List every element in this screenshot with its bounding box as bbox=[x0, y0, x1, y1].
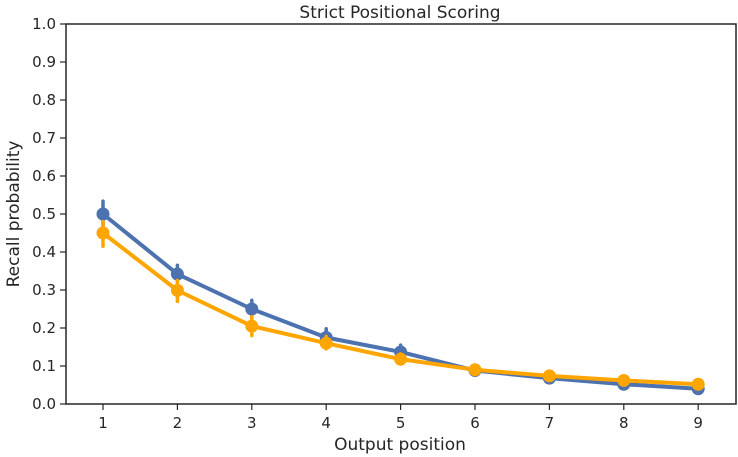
data-point bbox=[394, 352, 408, 366]
plot-frame bbox=[65, 23, 737, 405]
y-tick-label: 0.2 bbox=[32, 319, 56, 337]
y-tick-label: 0.1 bbox=[32, 357, 56, 375]
data-point bbox=[245, 302, 259, 316]
x-tick-label: 7 bbox=[545, 414, 555, 432]
data-point bbox=[96, 207, 110, 221]
data-point bbox=[170, 283, 184, 297]
y-tick-label: 0.7 bbox=[32, 129, 56, 147]
data-point bbox=[468, 363, 482, 377]
data-point bbox=[691, 377, 705, 391]
y-tick-label: 0.4 bbox=[32, 243, 56, 261]
x-axis-label: Output position bbox=[334, 435, 466, 455]
x-tick-label: 1 bbox=[98, 414, 108, 432]
y-tick-label: 1.0 bbox=[32, 15, 56, 33]
y-tick-label: 0.5 bbox=[32, 205, 56, 223]
x-tick-label: 3 bbox=[247, 414, 257, 432]
data-point bbox=[319, 336, 333, 350]
x-tick-label: 2 bbox=[173, 414, 183, 432]
x-tick-label: 9 bbox=[693, 414, 703, 432]
data-point bbox=[617, 373, 631, 387]
y-tick-label: 0.0 bbox=[32, 395, 56, 413]
data-point bbox=[170, 267, 184, 281]
data-point bbox=[96, 226, 110, 240]
y-axis: 0.0 0.1 0.2 0.3 0.4 0.5 0.6 0.7 0.8 0.9 1.0 bbox=[32, 15, 66, 413]
x-axis: 1 2 3 4 5 6 7 8 9 bbox=[98, 404, 703, 432]
plot-content bbox=[96, 199, 705, 396]
y-tick-label: 0.9 bbox=[32, 53, 56, 71]
y-tick-label: 0.6 bbox=[32, 167, 56, 185]
y-axis-label: Recall probability bbox=[4, 141, 24, 288]
y-tick-label: 0.3 bbox=[32, 281, 56, 299]
data-point bbox=[245, 319, 259, 333]
series-1 bbox=[96, 199, 705, 396]
x-tick-label: 8 bbox=[619, 414, 629, 432]
x-tick-label: 6 bbox=[470, 414, 480, 432]
series-2 bbox=[96, 219, 705, 391]
x-tick-label: 4 bbox=[321, 414, 331, 432]
y-tick-label: 0.8 bbox=[32, 91, 56, 109]
data-point bbox=[542, 369, 556, 383]
x-tick-label: 5 bbox=[396, 414, 406, 432]
chart-title: Strict Positional Scoring bbox=[299, 3, 500, 23]
